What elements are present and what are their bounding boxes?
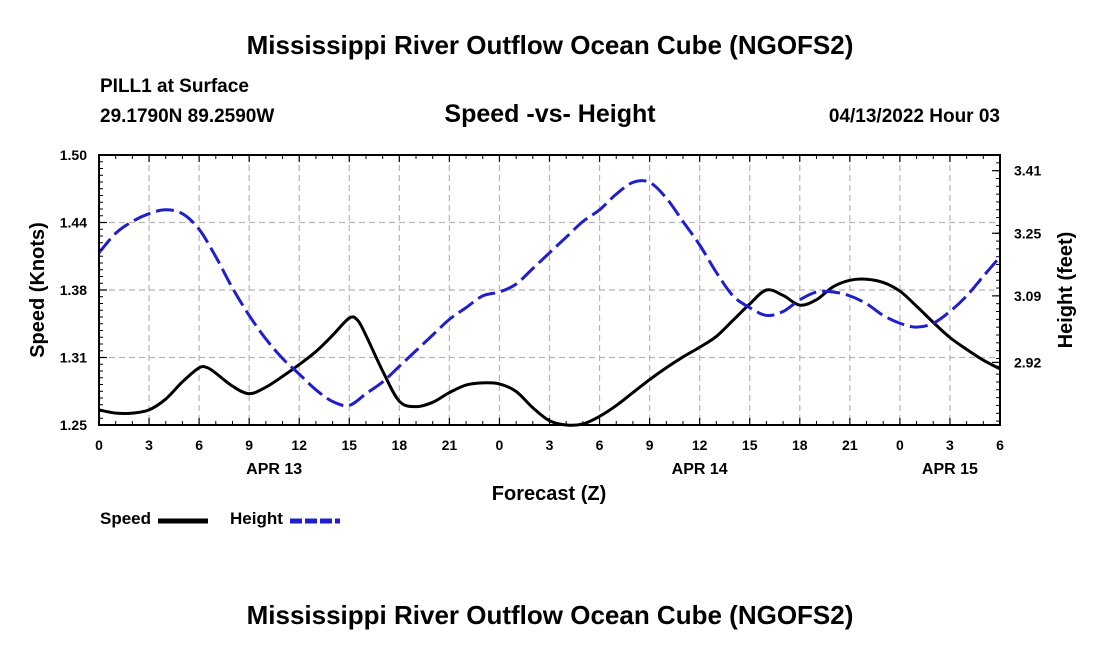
y2-tick-label: 3.41 (1014, 163, 1041, 179)
y2-tick-label: 3.09 (1014, 288, 1041, 304)
coordinates-label: 29.1790N 89.2590W (100, 106, 275, 127)
date-label: APR 15 (922, 461, 978, 478)
x-tick-label: 21 (842, 437, 858, 453)
x-tick-label: 3 (145, 437, 153, 453)
page-title-bottom: Mississippi River Outflow Ocean Cube (NG… (246, 600, 854, 630)
date-label: APR 14 (672, 461, 728, 478)
chart-subtitle: Speed -vs- Height (444, 100, 656, 128)
legend-swatch-speed (157, 518, 208, 524)
y-tick-label: 1.25 (60, 417, 87, 433)
series-line-speed (98, 277, 1001, 427)
y2-axis-label: Height (feet) (1055, 232, 1077, 349)
x-tick-label: 9 (646, 437, 654, 453)
series-layer (97, 179, 1002, 427)
x-tick-label: 0 (496, 437, 504, 453)
x-tick-label: 15 (341, 437, 357, 453)
x-tick-label: 21 (442, 437, 458, 453)
y-tick-label: 1.44 (60, 215, 87, 231)
forecast-datetime: 04/13/2022 Hour 03 (828, 106, 1000, 127)
speed-height-chart: 0 3 6 9 12 15 18 21 0 3 6 9 12 15 18 21 0 3 6 APR 13 APR 14 A… (27, 147, 1077, 505)
x-tick-label: 18 (392, 437, 408, 453)
legend-height: Height (230, 509, 344, 529)
x-tick-label: 3 (546, 437, 554, 453)
legend-label-height: Height (230, 509, 283, 528)
x-tick-label: 6 (996, 437, 1004, 453)
legend-label-speed: Speed (100, 509, 152, 528)
x-tick-label: 0 (896, 437, 904, 453)
y-axis-label: Speed (Knots) (27, 222, 49, 358)
date-label: APR 13 (246, 461, 302, 478)
x-tick-label: 15 (742, 437, 758, 453)
y-tick-label: 1.50 (60, 147, 87, 163)
y-tick-label: 1.38 (60, 282, 87, 298)
tick-layer: 0 3 6 9 12 15 18 21 0 3 6 9 12 15 18 21 0 3 6 APR 13 APR 14 A… (60, 147, 1042, 478)
y-tick-label: 1.31 (60, 350, 87, 366)
x-axis-label: Forecast (Z) (492, 483, 606, 505)
x-tick-label: 18 (792, 437, 808, 453)
x-tick-label: 6 (195, 437, 203, 453)
legend: Speed (100, 509, 212, 529)
x-tick-label: 3 (946, 437, 954, 453)
y2-tick-label: 3.25 (1014, 225, 1041, 241)
x-tick-label: 0 (95, 437, 103, 453)
x-tick-label: 9 (245, 437, 253, 453)
page-title: Mississippi River Outflow Ocean Cube (NG… (246, 30, 854, 60)
x-tick-label: 12 (692, 437, 708, 453)
x-tick-label: 12 (291, 437, 307, 453)
y2-tick-label: 2.92 (1014, 354, 1041, 370)
x-tick-label: 6 (596, 437, 604, 453)
station-label: PILL1 at Surface (100, 76, 249, 97)
series-line-height (97, 179, 1002, 408)
grid-lines (99, 155, 1000, 425)
legend-swatch-height (289, 518, 340, 524)
